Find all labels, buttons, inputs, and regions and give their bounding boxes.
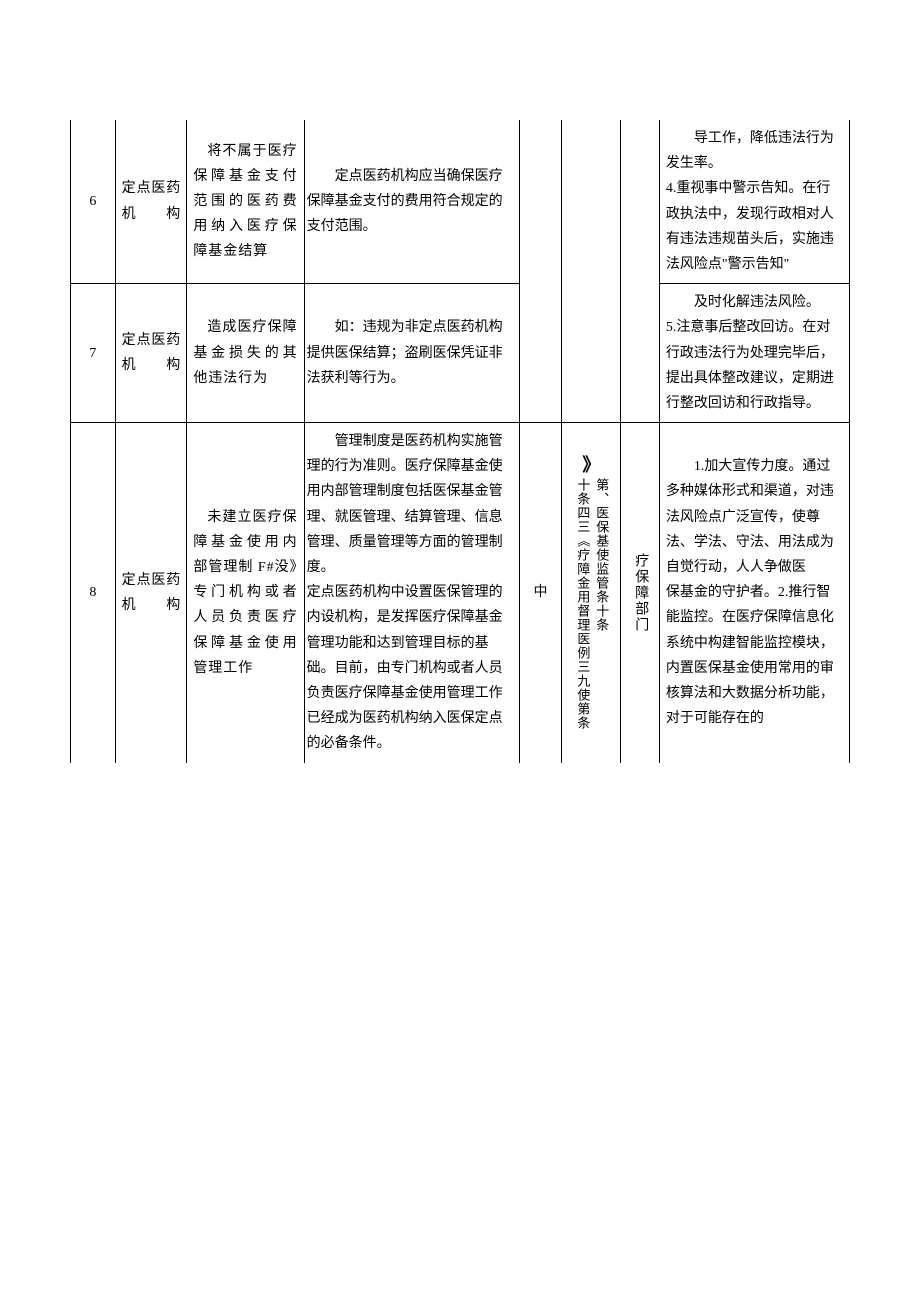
cell-measures: 1.加大宣传力度。通过多种媒体形式和渠道，对违法风险点广泛宣传，使尊法、学法、守… <box>659 423 849 763</box>
basis-col: 第、医保基使监管条十条 <box>592 478 609 632</box>
cell-risk: 将不属于医疗保障基金支付范围的医药费用纳入医疗保障基金结算 <box>187 120 304 284</box>
cell-risk: 造成医疗保障基金损失的其他违法行为 <box>187 284 304 423</box>
cell-dept <box>621 120 659 284</box>
regulation-table: 6 定点医药机构 将不属于医疗保障基金支付范围的医药费用纳入医疗保障基金结算 定… <box>70 120 850 763</box>
cell-num: 6 <box>71 120 116 284</box>
cell-measures: 导工作，降低违法行为发生率。4.重视事中警示告知。在行政执法中，发现行政相对人有… <box>659 120 849 284</box>
basis-col: 十条四三《疗障金用督理医例三九使第条 <box>573 478 590 730</box>
cell-basis <box>562 120 621 284</box>
cell-level <box>519 284 562 423</box>
table-row: 6 定点医药机构 将不属于医疗保障基金支付范围的医药费用纳入医疗保障基金结算 定… <box>71 120 850 284</box>
cell-num: 7 <box>71 284 116 423</box>
cell-dept <box>621 284 659 423</box>
table-row: 7 定点医药机构 造成医疗保障基金损失的其他违法行为 如：违规为非定点医药机构提… <box>71 284 850 423</box>
cell-basis: 》 十条四三《疗障金用督理医例三九使第条 第、医保基使监管条十条 <box>562 423 621 763</box>
document-page: 6 定点医药机构 将不属于医疗保障基金支付范围的医药费用纳入医疗保障基金结算 定… <box>0 0 920 763</box>
cell-basis <box>562 284 621 423</box>
table-row: 8 定点医药机构 未建立医疗保障基金使用内部管理制 F#没》专门机构或者人员负责… <box>71 423 850 763</box>
cell-risk: 未建立医疗保障基金使用内部管理制 F#没》专门机构或者人员负责医疗保障基金使用管… <box>187 423 304 763</box>
cell-level: 中 <box>519 423 562 763</box>
cell-subject: 定点医药机构 <box>115 423 187 763</box>
basis-bracket: 》 <box>564 456 618 474</box>
subject-text: 定点医药机构 <box>122 328 181 378</box>
cell-desc: 管理制度是医药机构实施管理的行为准则。医疗保障基金使用内部管理制度包括医保基金管… <box>304 423 519 763</box>
cell-num: 8 <box>71 423 116 763</box>
subject-text: 定点医药机构 <box>122 176 181 226</box>
dept-text: 疗保障部门 <box>631 553 649 633</box>
cell-subject: 定点医药机构 <box>115 284 187 423</box>
cell-desc: 如：违规为非定点医药机构提供医保结算；盗刷医保凭证非法获利等行为。 <box>304 284 519 423</box>
cell-desc: 定点医药机构应当确保医疗保障基金支付的费用符合规定的支付范围。 <box>304 120 519 284</box>
cell-dept: 疗保障部门 <box>621 423 659 763</box>
cell-measures: 及时化解违法风险。5.注意事后整改回访。在对行政违法行为处理完毕后，提出具体整改… <box>659 284 849 423</box>
subject-text: 定点医药机构 <box>122 568 181 618</box>
cell-subject: 定点医药机构 <box>115 120 187 284</box>
basis-columns: 十条四三《疗障金用督理医例三九使第条 第、医保基使监管条十条 <box>564 478 618 730</box>
cell-level <box>519 120 562 284</box>
